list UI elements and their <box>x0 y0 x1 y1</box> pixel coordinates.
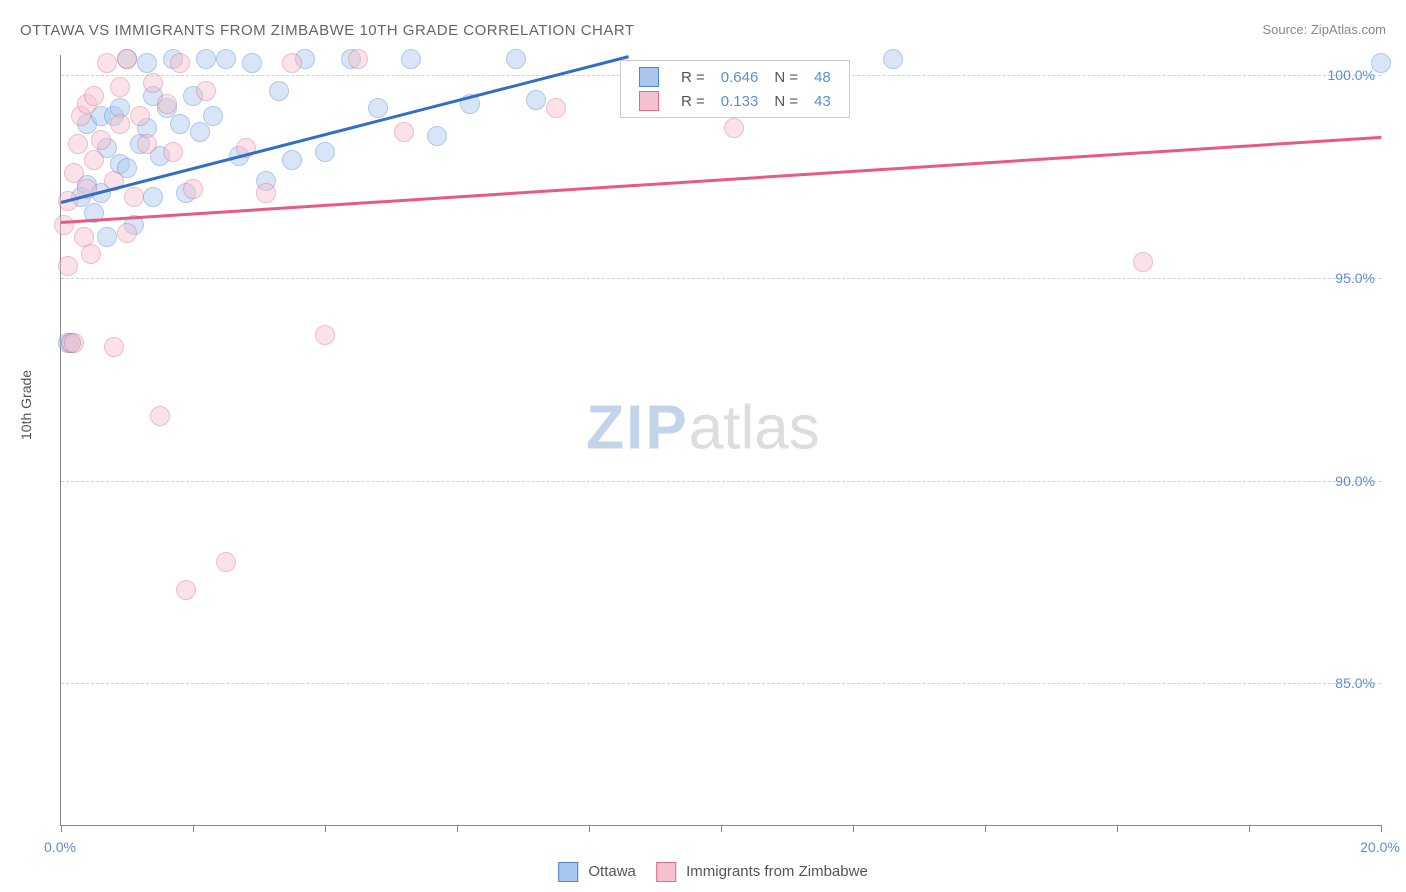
data-point <box>104 337 124 357</box>
data-point <box>1371 53 1391 73</box>
data-point <box>883 49 903 69</box>
data-point <box>216 552 236 572</box>
source-label: Source: ZipAtlas.com <box>1262 22 1386 37</box>
data-point <box>117 49 137 69</box>
correlation-legend: R =0.646N =48 R =0.133N =43 <box>620 60 850 118</box>
x-tick-label: 20.0% <box>1360 839 1400 855</box>
legend-r-value: 0.133 <box>713 89 767 113</box>
data-point <box>348 49 368 69</box>
data-point <box>81 244 101 264</box>
legend-n-prefix: N = <box>766 89 806 113</box>
data-point <box>368 98 388 118</box>
data-point <box>282 150 302 170</box>
data-point <box>163 142 183 162</box>
data-point <box>282 53 302 73</box>
x-tick <box>325 825 326 832</box>
data-point <box>242 53 262 73</box>
x-tick <box>853 825 854 832</box>
x-tick <box>1249 825 1250 832</box>
data-point <box>64 333 84 353</box>
legend-n-prefix: N = <box>766 65 806 89</box>
data-point <box>190 122 210 142</box>
data-point <box>546 98 566 118</box>
x-tick-label: 0.0% <box>44 839 76 855</box>
plot-area: 85.0% 90.0% 95.0% 100.0% <box>60 55 1381 826</box>
legend-series-label: Ottawa <box>588 863 636 880</box>
data-point <box>58 256 78 276</box>
x-tick <box>985 825 986 832</box>
data-point <box>183 179 203 199</box>
data-point <box>196 49 216 69</box>
data-point <box>110 77 130 97</box>
data-point <box>137 134 157 154</box>
x-tick <box>1117 825 1118 832</box>
data-point <box>196 81 216 101</box>
y-tick-label: 85.0% <box>1335 675 1375 691</box>
data-point <box>54 215 74 235</box>
x-tick <box>1381 825 1382 832</box>
data-point <box>526 90 546 110</box>
legend-r-prefix: R = <box>673 89 713 113</box>
data-point <box>269 81 289 101</box>
chart-title: OTTAWA VS IMMIGRANTS FROM ZIMBABWE 10TH … <box>20 22 635 39</box>
x-tick <box>721 825 722 832</box>
legend-swatch <box>558 862 578 882</box>
data-point <box>1133 252 1153 272</box>
series-legend: Ottawa Immigrants from Zimbabwe <box>538 862 868 882</box>
data-point <box>256 183 276 203</box>
legend-r-prefix: R = <box>673 65 713 89</box>
data-point <box>315 325 335 345</box>
data-point <box>176 580 196 600</box>
data-point <box>84 150 104 170</box>
legend-swatch <box>656 862 676 882</box>
data-point <box>117 223 137 243</box>
legend-series-label: Immigrants from Zimbabwe <box>686 863 868 880</box>
x-tick <box>457 825 458 832</box>
data-point <box>724 118 744 138</box>
data-point <box>170 53 190 73</box>
x-tick <box>589 825 590 832</box>
data-point <box>97 227 117 247</box>
data-point <box>401 49 421 69</box>
legend-r-value: 0.646 <box>713 65 767 89</box>
data-point <box>143 187 163 207</box>
legend-swatch <box>639 67 659 87</box>
data-point <box>143 73 163 93</box>
gridline <box>61 278 1381 279</box>
data-point <box>170 114 190 134</box>
gridline <box>61 481 1381 482</box>
data-point <box>110 114 130 134</box>
data-point <box>97 53 117 73</box>
data-point <box>91 130 111 150</box>
legend-n-value: 43 <box>806 89 839 113</box>
data-point <box>315 142 335 162</box>
data-point <box>137 53 157 73</box>
data-point <box>130 106 150 126</box>
data-point <box>157 94 177 114</box>
data-point <box>216 49 236 69</box>
x-tick <box>61 825 62 832</box>
data-point <box>203 106 223 126</box>
data-point <box>150 406 170 426</box>
data-point <box>68 134 88 154</box>
y-tick-label: 90.0% <box>1335 473 1375 489</box>
y-tick-label: 100.0% <box>1328 67 1375 83</box>
data-point <box>124 187 144 207</box>
data-point <box>506 49 526 69</box>
legend-n-value: 48 <box>806 65 839 89</box>
x-tick <box>193 825 194 832</box>
data-point <box>84 86 104 106</box>
data-point <box>394 122 414 142</box>
gridline <box>61 683 1381 684</box>
legend-swatch <box>639 91 659 111</box>
y-axis-label: 10th Grade <box>18 370 34 440</box>
y-tick-label: 95.0% <box>1335 270 1375 286</box>
data-point <box>427 126 447 146</box>
